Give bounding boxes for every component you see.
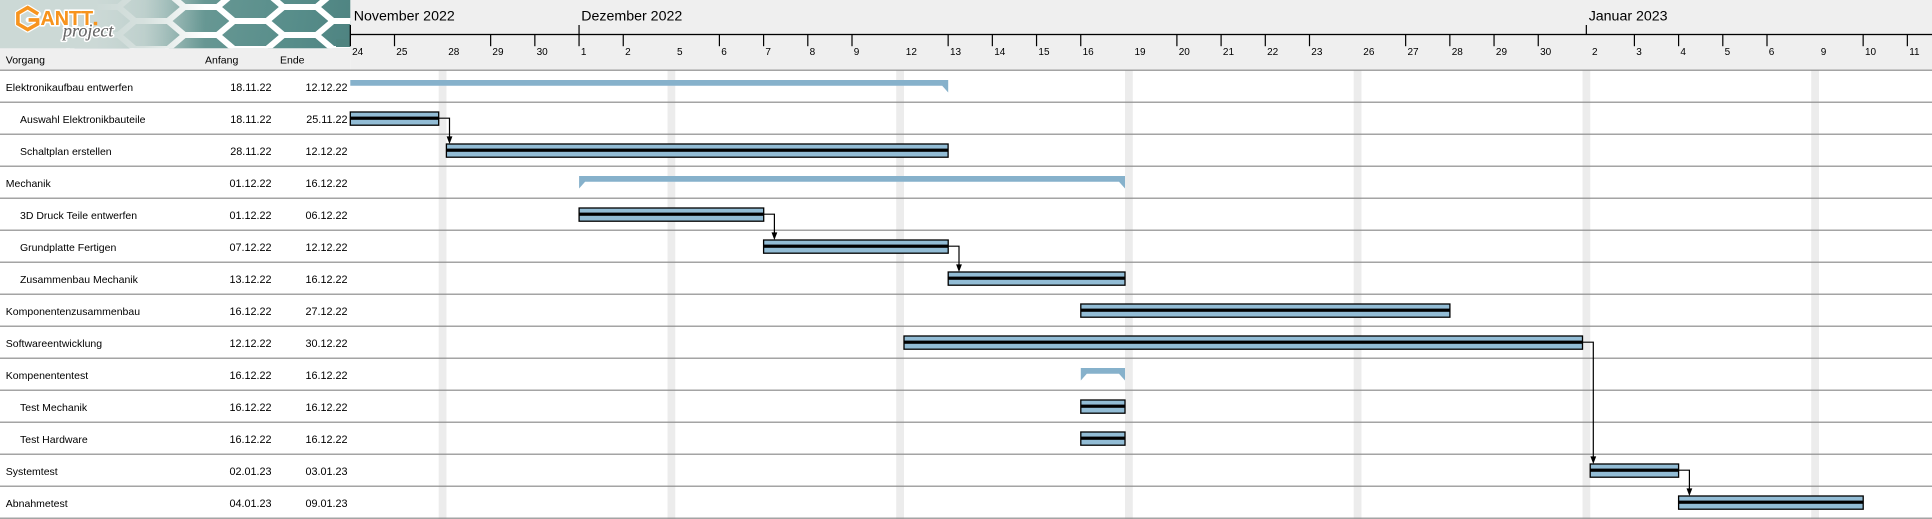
svg-text:13: 13 — [950, 47, 962, 58]
svg-text:30: 30 — [537, 47, 549, 58]
svg-text:Auswahl Elektronikbauteile: Auswahl Elektronikbauteile — [20, 114, 146, 126]
svg-text:Dezember 2022: Dezember 2022 — [581, 9, 682, 25]
svg-text:5: 5 — [677, 47, 683, 58]
svg-text:22: 22 — [1267, 47, 1279, 58]
svg-text:16.12.22: 16.12.22 — [229, 402, 271, 414]
svg-text:20: 20 — [1179, 47, 1191, 58]
svg-text:01.12.22: 01.12.22 — [229, 210, 271, 222]
svg-text:03.01.23: 03.01.23 — [305, 466, 347, 478]
svg-text:18.11.22: 18.11.22 — [230, 114, 271, 126]
svg-text:28.11.22: 28.11.22 — [230, 146, 271, 158]
svg-text:Test Mechanik: Test Mechanik — [20, 402, 88, 414]
svg-text:Test Hardware: Test Hardware — [20, 434, 88, 446]
svg-text:Zusammenbau Mechanik: Zusammenbau Mechanik — [20, 274, 139, 286]
svg-text:06.12.22: 06.12.22 — [305, 210, 347, 222]
svg-text:29: 29 — [1496, 47, 1508, 58]
svg-text:28: 28 — [1452, 47, 1464, 58]
svg-text:Ende: Ende — [280, 55, 305, 67]
svg-text:2: 2 — [625, 47, 631, 58]
svg-text:21: 21 — [1223, 47, 1235, 58]
svg-text:25: 25 — [396, 47, 408, 58]
svg-text:Elektronikaufbau entwerfen: Elektronikaufbau entwerfen — [6, 82, 133, 94]
svg-text:13.12.22: 13.12.22 — [229, 274, 271, 286]
svg-text:12.12.22: 12.12.22 — [305, 146, 347, 158]
svg-text:project: project — [61, 20, 114, 40]
svg-text:19: 19 — [1135, 47, 1147, 58]
svg-text:16.12.22: 16.12.22 — [229, 434, 271, 446]
svg-text:14: 14 — [994, 47, 1006, 58]
svg-text:6: 6 — [721, 47, 727, 58]
svg-text:29: 29 — [492, 47, 504, 58]
svg-text:12.12.22: 12.12.22 — [305, 82, 347, 94]
svg-text:28: 28 — [448, 47, 460, 58]
svg-text:12: 12 — [906, 47, 918, 58]
svg-text:16.12.22: 16.12.22 — [305, 370, 347, 382]
svg-text:November 2022: November 2022 — [354, 9, 455, 25]
svg-text:18.11.22: 18.11.22 — [230, 82, 271, 94]
svg-text:16.12.22: 16.12.22 — [229, 370, 271, 382]
svg-text:6: 6 — [1769, 47, 1775, 58]
svg-text:16.12.22: 16.12.22 — [305, 434, 347, 446]
svg-text:Systemtest: Systemtest — [6, 466, 58, 478]
svg-text:12.12.22: 12.12.22 — [229, 338, 271, 350]
svg-text:23: 23 — [1311, 47, 1323, 58]
svg-text:01.12.22: 01.12.22 — [229, 178, 271, 190]
svg-text:16.12.22: 16.12.22 — [305, 274, 347, 286]
svg-text:ANTT: ANTT — [41, 8, 94, 30]
svg-text:25.11.22: 25.11.22 — [306, 114, 347, 126]
svg-text:Mechanik: Mechanik — [6, 178, 52, 190]
svg-text:Kompenententest: Kompenententest — [6, 370, 88, 382]
svg-text:5: 5 — [1725, 47, 1731, 58]
svg-text:Komponentenzusammenbau: Komponentenzusammenbau — [6, 306, 140, 318]
svg-text:Abnahmetest: Abnahmetest — [6, 498, 68, 510]
svg-text:1: 1 — [581, 47, 587, 58]
svg-text:02.01.23: 02.01.23 — [229, 466, 271, 478]
svg-text:04.01.23: 04.01.23 — [229, 498, 271, 510]
svg-text:09.01.23: 09.01.23 — [305, 498, 347, 510]
svg-text:16.12.22: 16.12.22 — [305, 178, 347, 190]
svg-text:27.12.22: 27.12.22 — [305, 306, 347, 318]
svg-text:3: 3 — [1636, 47, 1642, 58]
svg-text:24: 24 — [352, 47, 364, 58]
svg-text:16.12.22: 16.12.22 — [229, 306, 271, 318]
svg-text:project: project — [61, 20, 114, 40]
svg-text:30: 30 — [1540, 47, 1552, 58]
svg-text:ANTT: ANTT — [41, 8, 94, 30]
svg-text:10: 10 — [1865, 47, 1877, 58]
svg-text:16.12.22: 16.12.22 — [305, 402, 347, 414]
svg-text:16: 16 — [1083, 47, 1095, 58]
svg-text:8: 8 — [810, 47, 816, 58]
svg-text:12.12.22: 12.12.22 — [305, 242, 347, 254]
svg-text:15: 15 — [1038, 47, 1050, 58]
svg-text:Vorgang: Vorgang — [6, 55, 45, 67]
svg-text:Grundplatte Fertigen: Grundplatte Fertigen — [20, 242, 116, 254]
svg-text:Januar 2023: Januar 2023 — [1589, 9, 1668, 25]
svg-text:27: 27 — [1408, 47, 1420, 58]
svg-text:2: 2 — [1592, 47, 1598, 58]
svg-text:3D Druck Teile entwerfen: 3D Druck Teile entwerfen — [20, 210, 137, 222]
svg-text:Schaltplan erstellen: Schaltplan erstellen — [20, 146, 112, 158]
svg-text:11: 11 — [1909, 47, 1920, 58]
svg-text:Softwareentwicklung: Softwareentwicklung — [6, 338, 102, 350]
svg-text:07.12.22: 07.12.22 — [229, 242, 271, 254]
svg-text:30.12.22: 30.12.22 — [305, 338, 347, 350]
svg-text:9: 9 — [1821, 47, 1827, 58]
svg-text:26: 26 — [1363, 47, 1375, 58]
svg-text:4: 4 — [1680, 47, 1686, 58]
svg-text:7: 7 — [765, 47, 771, 58]
svg-text:Anfang: Anfang — [205, 55, 238, 67]
svg-text:9: 9 — [854, 47, 860, 58]
